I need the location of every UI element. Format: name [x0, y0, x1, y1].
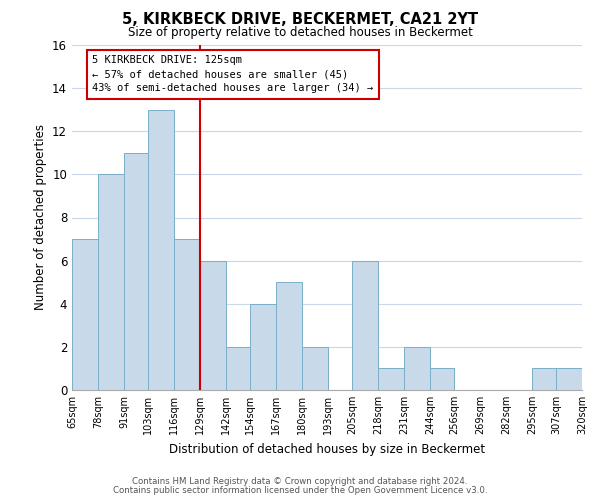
- Bar: [430, 368, 454, 390]
- Bar: [148, 110, 174, 390]
- Bar: [72, 239, 98, 390]
- Bar: [532, 368, 556, 390]
- Bar: [174, 239, 200, 390]
- Bar: [124, 153, 148, 390]
- Y-axis label: Number of detached properties: Number of detached properties: [34, 124, 47, 310]
- Bar: [250, 304, 276, 390]
- Text: Size of property relative to detached houses in Beckermet: Size of property relative to detached ho…: [128, 26, 472, 39]
- Bar: [200, 260, 226, 390]
- Bar: [226, 347, 250, 390]
- Bar: [582, 347, 600, 390]
- Bar: [98, 174, 124, 390]
- Text: Contains public sector information licensed under the Open Government Licence v3: Contains public sector information licen…: [113, 486, 487, 495]
- X-axis label: Distribution of detached houses by size in Beckermet: Distribution of detached houses by size …: [169, 442, 485, 456]
- Bar: [404, 347, 430, 390]
- Bar: [556, 368, 582, 390]
- Bar: [276, 282, 302, 390]
- Text: 5, KIRKBECK DRIVE, BECKERMET, CA21 2YT: 5, KIRKBECK DRIVE, BECKERMET, CA21 2YT: [122, 12, 478, 28]
- Bar: [352, 260, 378, 390]
- Bar: [302, 347, 328, 390]
- Bar: [378, 368, 404, 390]
- Text: 5 KIRKBECK DRIVE: 125sqm
← 57% of detached houses are smaller (45)
43% of semi-d: 5 KIRKBECK DRIVE: 125sqm ← 57% of detach…: [92, 56, 374, 94]
- Text: Contains HM Land Registry data © Crown copyright and database right 2024.: Contains HM Land Registry data © Crown c…: [132, 477, 468, 486]
